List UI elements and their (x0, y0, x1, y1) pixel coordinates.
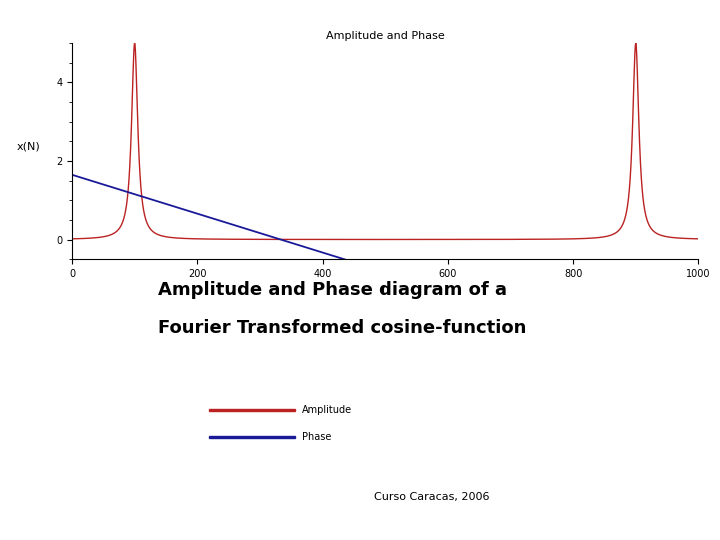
Text: Curso Caracas, 2006: Curso Caracas, 2006 (374, 492, 490, 502)
Title: Amplitude and Phase: Amplitude and Phase (326, 31, 444, 41)
Text: DiscreteFT: DiscreteFT (18, 18, 220, 52)
Text: U: U (668, 21, 690, 49)
Y-axis label: x(N): x(N) (17, 141, 40, 151)
Text: Fourier Transformed cosine-function: Fourier Transformed cosine-function (158, 319, 527, 336)
Text: Amplitude and Phase diagram of a: Amplitude and Phase diagram of a (158, 281, 508, 299)
Text: A: A (616, 21, 637, 49)
Text: C: C (564, 21, 584, 49)
Text: Phase: Phase (302, 433, 332, 442)
X-axis label: n: n (382, 285, 389, 294)
Text: Amplitude: Amplitude (302, 406, 353, 415)
